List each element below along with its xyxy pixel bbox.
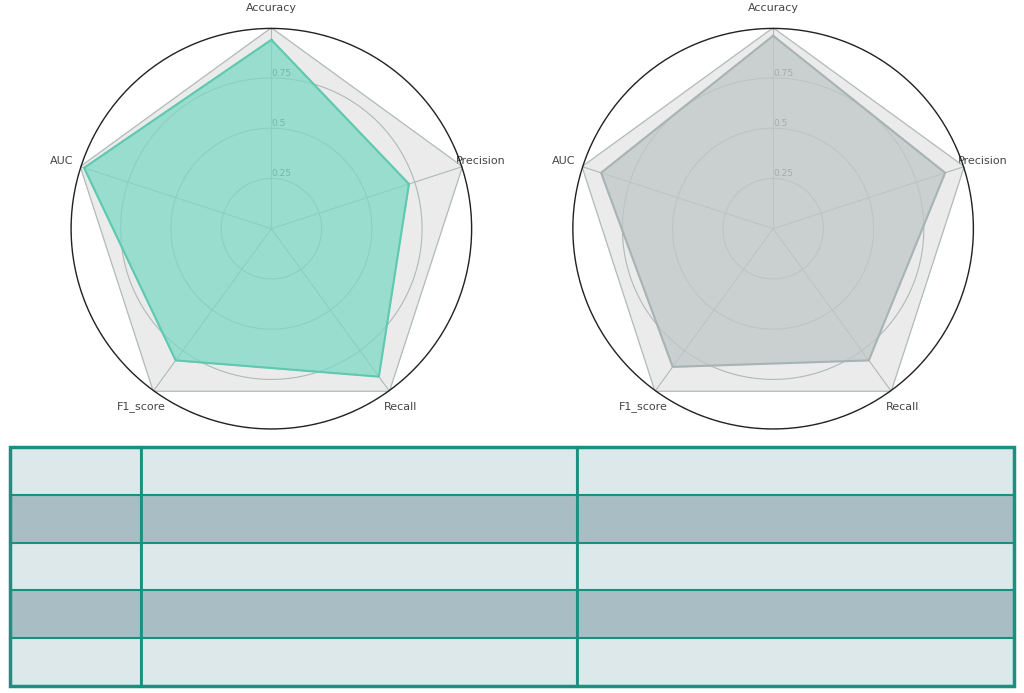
Text: 0.85: 0.85 — [770, 652, 821, 672]
Text: 0.98: 0.98 — [333, 509, 385, 529]
Text: 0.81: 0.81 — [770, 604, 821, 624]
Polygon shape — [582, 28, 965, 392]
Text: Precision: Precision — [23, 556, 131, 577]
Text: 0.94: 0.94 — [333, 461, 385, 481]
Text: Accuracy: Accuracy — [23, 461, 129, 481]
Polygon shape — [80, 28, 463, 392]
Text: 0.81: 0.81 — [333, 652, 385, 672]
Text: 0.91: 0.91 — [333, 604, 385, 624]
Polygon shape — [601, 36, 945, 367]
Text: 0.96: 0.96 — [770, 461, 821, 481]
Text: Recall: Recall — [23, 604, 93, 624]
Text: 0.90: 0.90 — [770, 556, 821, 577]
Text: F1_score: F1_score — [23, 651, 126, 673]
Polygon shape — [84, 40, 409, 376]
Text: AUC: AUC — [23, 509, 71, 529]
Text: 0.72: 0.72 — [333, 556, 385, 577]
Text: 0.90: 0.90 — [770, 509, 821, 529]
